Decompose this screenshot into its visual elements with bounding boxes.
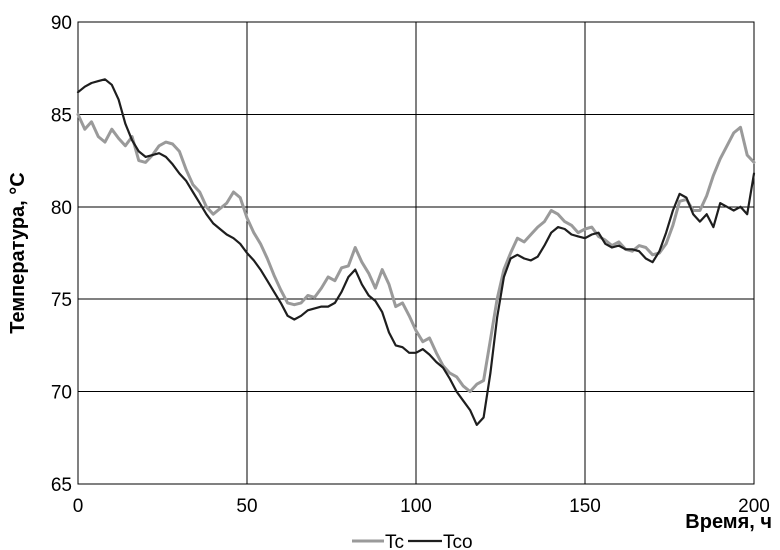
series-group <box>76 78 756 426</box>
x-tick-label: 150 <box>569 496 601 517</box>
x-tick-label: 50 <box>236 496 257 517</box>
y-tick-label: 80 <box>51 198 72 219</box>
x-tick-label: 200 <box>738 496 770 517</box>
y-tick-label: 65 <box>51 475 72 496</box>
series-line-tco <box>76 78 756 426</box>
series-line-tc <box>76 112 756 394</box>
legend-label-tco: Tco <box>443 532 473 550</box>
y-tick-label: 75 <box>51 290 72 311</box>
legend: Tc Tco <box>352 532 473 550</box>
x-tick-labels: 0 50 100 150 200 <box>73 496 770 517</box>
y-axis-title: Температура, °C <box>7 172 29 333</box>
legend-label-tc: Tc <box>385 532 404 550</box>
y-tick-labels: 65 70 75 80 85 90 <box>51 13 72 496</box>
x-tick-label: 0 <box>73 496 84 517</box>
y-tick-label: 70 <box>51 383 72 404</box>
x-tick-label: 100 <box>400 496 432 517</box>
grid-lines <box>78 22 754 484</box>
x-axis-title: Время, ч <box>685 511 772 533</box>
y-tick-label: 90 <box>51 13 72 34</box>
y-tick-label: 85 <box>51 105 72 126</box>
